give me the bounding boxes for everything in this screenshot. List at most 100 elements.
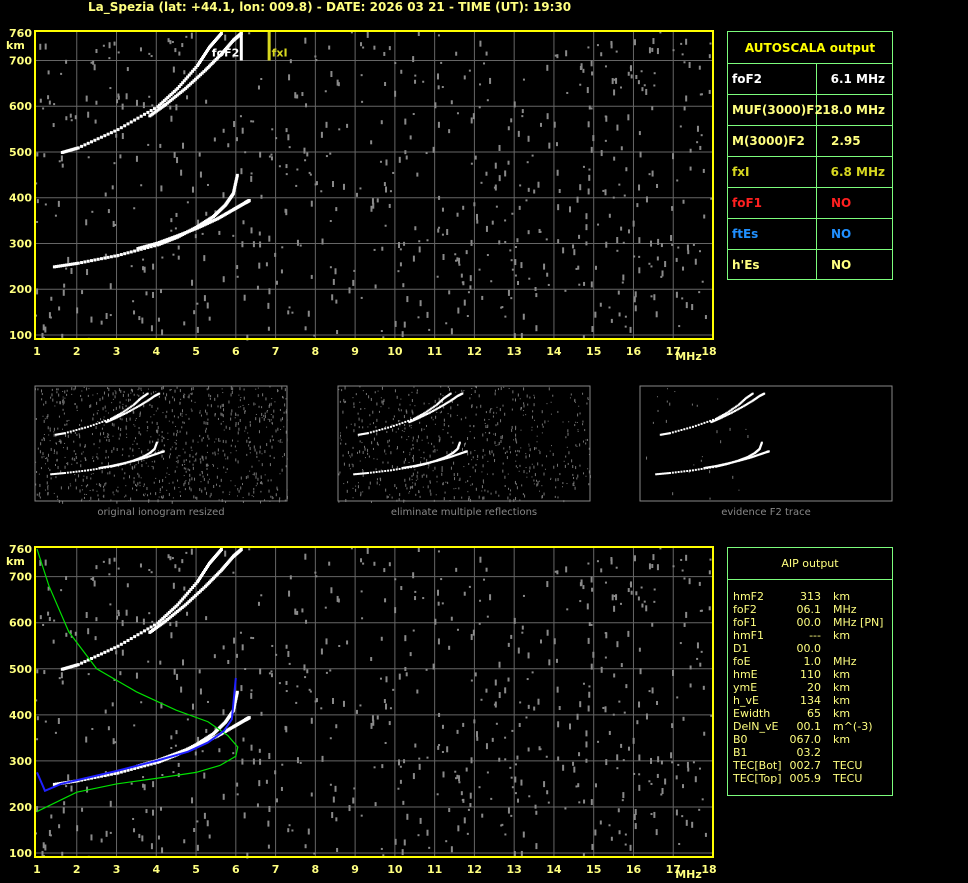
noise-dot xyxy=(455,391,457,393)
noise-dot xyxy=(415,479,417,481)
noise-dot xyxy=(483,482,485,484)
trace-point xyxy=(422,412,425,415)
noise-dot xyxy=(422,486,424,488)
noise-dot xyxy=(686,244,689,251)
trace-point xyxy=(81,427,84,430)
noise-dot xyxy=(582,68,585,73)
noise-dot xyxy=(225,471,227,473)
echo-trace-point xyxy=(126,122,130,126)
noise-dot xyxy=(48,434,50,436)
echo-trace-point xyxy=(169,615,173,619)
noise-dot xyxy=(65,116,68,121)
noise-dot xyxy=(544,468,546,470)
noise-dot xyxy=(44,720,47,723)
x-tick-label: 13 xyxy=(507,345,522,358)
noise-dot xyxy=(394,62,397,65)
noise-dot xyxy=(42,415,44,417)
noise-dot xyxy=(533,465,535,469)
noise-dot xyxy=(320,707,323,710)
noise-dot xyxy=(101,462,103,465)
noise-dot xyxy=(364,457,366,459)
noise-dot xyxy=(39,615,42,620)
echo-trace-point xyxy=(185,85,189,89)
noise-dot xyxy=(220,412,222,416)
noise-dot xyxy=(404,666,407,671)
noise-dot xyxy=(202,475,204,478)
trace-point xyxy=(450,455,453,458)
echo-trace-point xyxy=(232,189,236,193)
trace-point xyxy=(751,455,754,458)
trace-point xyxy=(717,418,720,421)
noise-dot xyxy=(253,496,255,498)
noise-dot xyxy=(583,799,586,804)
noise-dot xyxy=(208,834,211,839)
echo-trace-point xyxy=(106,132,110,136)
noise-dot xyxy=(123,390,125,393)
noise-dot xyxy=(484,489,486,492)
noise-dot xyxy=(103,418,105,421)
echo-trace-point xyxy=(129,767,133,771)
noise-dot xyxy=(47,485,49,487)
noise-dot xyxy=(693,464,695,466)
noise-dot xyxy=(49,429,51,432)
noise-dot xyxy=(85,736,88,743)
x-tick-label: 16 xyxy=(626,863,642,876)
noise-dot xyxy=(270,673,273,678)
x-tick-label: 7 xyxy=(272,863,280,876)
echo-trace-point xyxy=(157,240,161,244)
echo-trace-point xyxy=(144,244,148,248)
noise-dot xyxy=(513,101,516,108)
noise-dot xyxy=(35,699,38,702)
noise-dot xyxy=(568,421,570,423)
noise-dot xyxy=(441,602,444,605)
noise-dot xyxy=(85,485,87,488)
noise-dot xyxy=(399,403,401,406)
noise-dot xyxy=(379,484,381,486)
noise-dot xyxy=(683,622,686,627)
noise-dot xyxy=(475,463,477,466)
echo-trace-point xyxy=(235,693,239,697)
trace-point xyxy=(664,432,667,435)
noise-dot xyxy=(314,571,317,574)
noise-dot xyxy=(579,65,582,70)
noise-dot xyxy=(700,609,703,612)
trace-point xyxy=(722,415,725,418)
noise-dot xyxy=(60,72,63,75)
noise-dot xyxy=(485,743,488,750)
noise-dot xyxy=(243,396,245,400)
noise-dot xyxy=(527,747,530,752)
noise-dot xyxy=(680,42,683,45)
noise-dot xyxy=(204,487,206,491)
noise-dot xyxy=(162,386,164,390)
noise-dot xyxy=(260,194,263,199)
noise-dot xyxy=(258,405,260,408)
noise-dot xyxy=(279,473,281,475)
trace-point xyxy=(145,400,148,403)
noise-dot xyxy=(708,54,711,59)
noise-dot xyxy=(272,497,274,499)
noise-dot xyxy=(376,481,378,485)
echo-trace-point xyxy=(195,76,199,80)
noise-dot xyxy=(624,325,627,328)
noise-dot xyxy=(541,432,543,434)
noise-dot xyxy=(591,326,594,333)
noise-dot xyxy=(259,668,262,675)
noise-dot xyxy=(700,459,702,462)
noise-dot xyxy=(105,449,107,453)
trace-point xyxy=(107,420,110,423)
noise-dot xyxy=(335,299,338,304)
trace-point xyxy=(745,403,748,406)
noise-dot xyxy=(651,687,654,694)
trace-point xyxy=(123,412,126,415)
trace-point xyxy=(713,465,716,468)
noise-dot xyxy=(143,493,145,496)
noise-dot xyxy=(591,587,594,592)
noise-dot xyxy=(500,387,502,391)
echo-trace-point xyxy=(209,737,213,741)
aip-key: hmE xyxy=(733,668,758,681)
trace-point xyxy=(366,432,369,435)
noise-dot xyxy=(410,448,412,451)
noise-dot xyxy=(209,397,211,400)
row-m3000: M(3000)F2 2.95 xyxy=(728,126,892,157)
noise-dot xyxy=(657,238,660,245)
